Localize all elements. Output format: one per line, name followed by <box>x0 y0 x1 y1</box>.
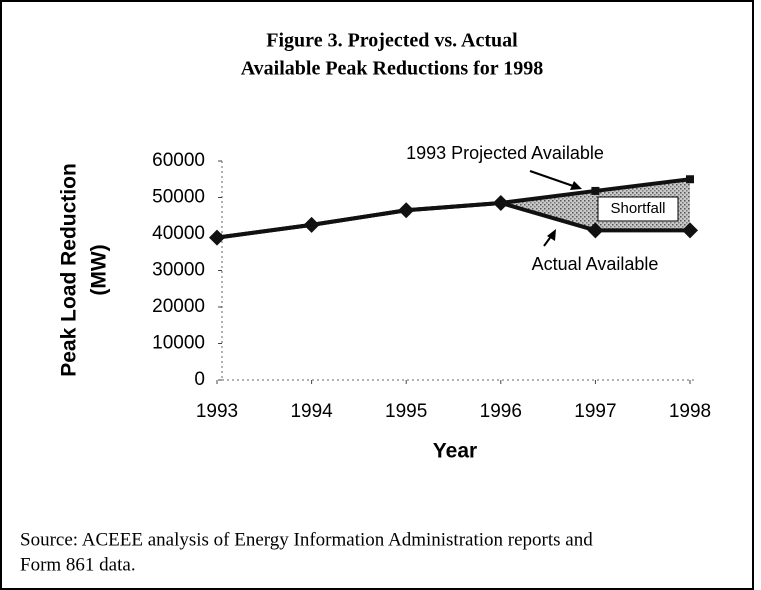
point-marker <box>398 202 415 219</box>
x-tick-label: 1994 <box>290 401 333 422</box>
point-marker <box>587 222 604 239</box>
annotation-box <box>597 196 679 222</box>
y-tick-label: 10000 <box>152 333 205 354</box>
source-note: Source: ACEEE analysis of Energy Informa… <box>20 529 593 550</box>
point-marker <box>209 229 225 246</box>
series-label: 1993 Projected Available <box>406 143 604 163</box>
series-line <box>216 200 690 240</box>
point-marker <box>682 222 698 239</box>
x-tick-label: 1998 <box>669 401 711 422</box>
x-tick-label: 1995 <box>385 401 427 422</box>
annotation-arrow <box>529 170 577 188</box>
y-tick-label: 60000 <box>152 150 205 171</box>
x-tick-label: 1997 <box>574 401 616 422</box>
source-note: Form 861 data. <box>20 554 136 575</box>
y-tick-label: 20000 <box>152 296 205 317</box>
x-axis-title: Year <box>433 440 477 463</box>
chart-title: Figure 3. Projected vs. Actual <box>266 30 518 52</box>
y-axis-unit: (MW) <box>88 244 111 295</box>
series-label: Actual Available <box>532 254 659 274</box>
y-tick-label: 40000 <box>152 223 205 244</box>
point-marker <box>492 194 509 211</box>
x-tick-label: 1993 <box>196 401 238 422</box>
point-marker <box>303 216 320 233</box>
y-tick-label: 50000 <box>152 187 205 208</box>
annotation: Shortfall <box>610 200 665 217</box>
arrow-head <box>570 181 582 190</box>
arrow-head <box>547 229 556 241</box>
chart-subtitle: Available Peak Reductions for 1998 <box>241 58 544 80</box>
y-axis-title: Peak Load Reduction <box>58 163 81 377</box>
y-tick-label: 30000 <box>152 260 205 281</box>
point-marker <box>591 186 600 195</box>
y-tick-label: 0 <box>194 369 205 390</box>
x-tick-label: 1996 <box>480 401 522 422</box>
point-marker <box>686 175 694 184</box>
